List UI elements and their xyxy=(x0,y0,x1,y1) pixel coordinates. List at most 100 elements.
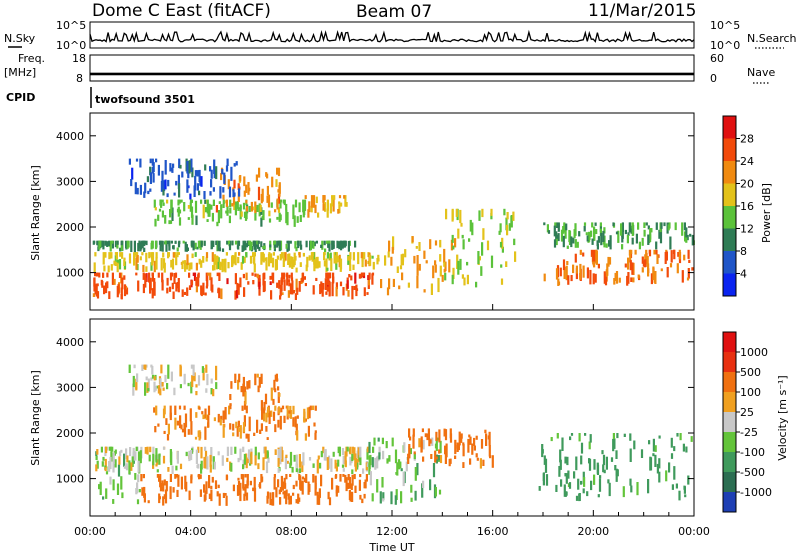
data-cell xyxy=(166,434,170,441)
data-cell xyxy=(344,460,347,468)
data-cell xyxy=(582,265,585,278)
y-tick-label: 3000 xyxy=(56,175,84,188)
data-cell xyxy=(684,231,687,242)
data-cell xyxy=(613,438,616,449)
data-cell xyxy=(147,378,150,392)
data-cell xyxy=(615,450,618,459)
data-cell xyxy=(222,194,225,200)
data-cell xyxy=(208,475,211,489)
nsearch-tick-top: 10^5 xyxy=(710,19,740,32)
data-cell xyxy=(593,226,596,239)
data-cell xyxy=(595,250,598,265)
data-cell xyxy=(192,364,195,376)
data-cell xyxy=(153,281,156,296)
data-cell xyxy=(594,273,597,283)
data-cell xyxy=(206,219,209,222)
data-cell xyxy=(601,450,604,455)
data-cell xyxy=(153,260,156,273)
data-cell xyxy=(210,489,213,502)
data-cell xyxy=(335,485,338,494)
data-cell xyxy=(200,176,203,187)
data-cell xyxy=(633,440,636,450)
data-cell xyxy=(295,454,298,469)
data-cell xyxy=(257,240,260,244)
data-cell xyxy=(382,492,385,500)
data-cell xyxy=(209,191,212,196)
data-cell xyxy=(612,438,615,452)
data-cell xyxy=(265,257,268,271)
data-cell xyxy=(236,282,239,294)
data-cell xyxy=(266,409,269,418)
data-cell xyxy=(361,256,364,268)
data-cell xyxy=(468,434,471,438)
data-cell xyxy=(400,491,403,504)
data-cell xyxy=(253,476,256,492)
data-cell xyxy=(229,207,232,214)
data-cell xyxy=(241,245,244,252)
colorbar-tick-label: 16 xyxy=(740,200,754,213)
data-cell xyxy=(256,240,260,249)
data-cell xyxy=(155,256,158,270)
nsky-label: N.Sky xyxy=(4,32,36,45)
data-cell xyxy=(205,285,208,289)
data-cell xyxy=(230,381,233,389)
data-cell xyxy=(241,405,244,411)
data-cell xyxy=(190,206,194,218)
data-cell xyxy=(336,240,339,249)
data-cell xyxy=(255,174,258,182)
data-cell xyxy=(320,450,323,458)
data-cell xyxy=(479,458,482,469)
data-cell xyxy=(274,424,277,433)
data-cell xyxy=(566,245,569,249)
data-cell xyxy=(222,203,225,208)
data-cell xyxy=(103,285,106,295)
data-cell xyxy=(200,199,203,204)
data-cell xyxy=(607,256,610,267)
data-cell xyxy=(371,273,374,285)
data-cell xyxy=(143,240,146,244)
data-cell xyxy=(189,408,192,422)
y-tick-label: 3000 xyxy=(56,381,84,394)
data-cell xyxy=(191,167,194,178)
data-cell xyxy=(276,378,279,382)
noise-panel: N.Sky 10^5 10^0 10^5 10^0 N.Search xyxy=(4,19,797,52)
colorbar-swatch xyxy=(723,352,736,372)
data-cell xyxy=(335,282,338,290)
data-cell xyxy=(220,173,223,181)
data-cell xyxy=(197,240,200,249)
data-cell xyxy=(120,294,123,299)
data-cell xyxy=(274,209,277,213)
data-cell xyxy=(222,199,225,205)
data-cell xyxy=(462,442,465,446)
data-cell xyxy=(137,242,140,252)
data-cell xyxy=(332,198,335,212)
data-cell xyxy=(275,487,278,498)
data-cell xyxy=(143,247,146,252)
data-cell xyxy=(553,225,556,237)
data-cell xyxy=(299,240,302,247)
data-cell xyxy=(608,257,612,265)
colorbar-swatch xyxy=(723,372,736,392)
data-cell xyxy=(177,199,180,206)
data-cell xyxy=(475,281,478,288)
data-cell xyxy=(344,195,347,207)
data-cell xyxy=(227,262,230,269)
data-cell xyxy=(146,382,149,393)
data-cell xyxy=(366,463,369,467)
data-cell xyxy=(621,244,624,250)
data-cell xyxy=(416,268,419,276)
data-cell xyxy=(328,253,331,261)
data-cell xyxy=(175,474,178,478)
data-cell xyxy=(298,281,301,292)
data-cell xyxy=(294,199,298,208)
data-cell xyxy=(179,415,182,429)
data-cell xyxy=(227,179,230,190)
data-cell xyxy=(233,192,236,197)
data-cell xyxy=(268,411,271,424)
data-cell xyxy=(178,217,182,226)
data-cell xyxy=(258,246,261,251)
frequency-trace xyxy=(90,72,694,76)
data-cell xyxy=(217,210,220,224)
data-cell xyxy=(320,244,323,248)
